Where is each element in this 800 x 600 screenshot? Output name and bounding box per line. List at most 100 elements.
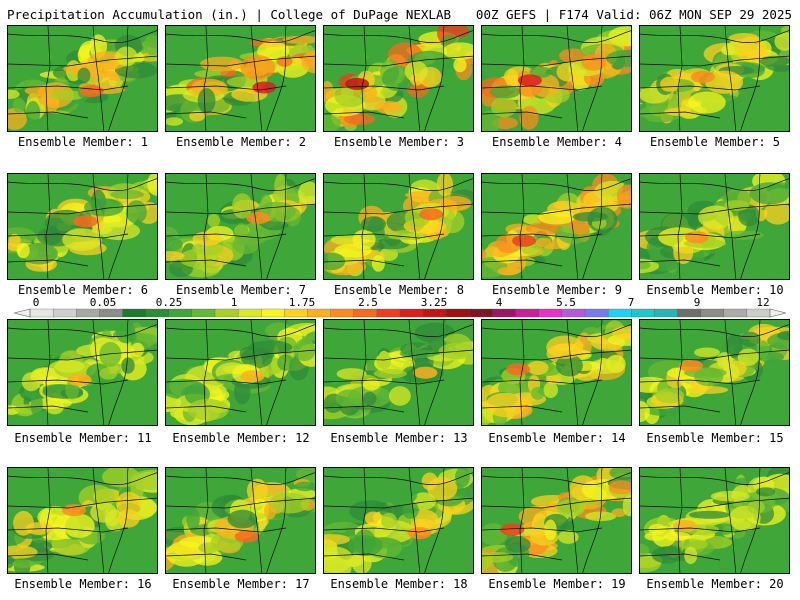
precip-blob [409,73,424,86]
precip-blob [324,114,341,131]
state-border [519,174,525,279]
precip-blob [747,500,765,514]
colorbar-segment [515,308,540,318]
precip-max-core [240,370,265,383]
precip-blob [485,392,526,418]
state-border [8,527,129,533]
precip-blob [558,530,579,544]
precip-max-core [413,366,438,379]
colorbar-tick-label: 3.25 [420,296,448,309]
state-border [640,259,721,267]
precip-blob [49,90,86,101]
precip-blob [546,335,584,359]
colorbar-segment [631,308,655,318]
state-border [166,497,315,509]
state-border [361,174,367,279]
state-border [266,26,287,131]
state-border [724,174,737,279]
state-border [324,85,445,91]
member-label: Ensemble Member: 20 [646,577,784,591]
member-label: Ensemble Member: 6 [17,283,149,297]
state-border [203,174,209,279]
precip-blob [12,97,26,113]
state-border [8,553,89,561]
precip-blob [334,85,367,108]
state-border [724,468,737,573]
precip-blob [232,234,259,255]
colorbar-segment [284,308,308,318]
state-border [408,320,421,425]
precip-blob [439,196,472,212]
member-label: Ensemble Member: 14 [488,431,626,445]
colorbar-segment [261,308,285,318]
state-border [582,26,603,131]
precip-blob [277,354,295,371]
precip-blob [8,233,21,248]
state-border [640,497,789,509]
precip-blob [490,85,521,99]
precip-blob [640,400,650,423]
state-border [203,468,209,573]
colorbar-segment [307,308,332,318]
precip-blob [527,360,549,375]
precip-blob [192,231,223,246]
precip-blob [555,354,583,377]
state-border [482,379,603,385]
state-border [92,468,105,573]
state-border [8,178,157,192]
precip-blob [90,502,117,523]
state-border [166,405,247,413]
colorbar-segment [492,308,517,318]
precip-blob [241,347,273,369]
precip-blob [166,235,183,253]
state-border [740,26,761,131]
precip-blob [537,210,576,225]
state-border [324,497,473,509]
member-panel [323,467,474,574]
colorbar-segment [353,308,378,318]
precip-blob [376,352,391,370]
state-border [324,379,445,385]
colorbar-segment [168,308,193,318]
precip-max-core [73,215,98,228]
precip-blob [640,260,651,270]
state-border [640,349,789,361]
precip-blob [389,386,411,406]
colorbar-segment [538,308,563,318]
precip-blob [655,388,685,404]
state-border [108,320,129,425]
member-panel [639,319,790,426]
state-border [324,203,473,215]
state-border [166,55,315,67]
precip-map [8,320,157,425]
precip-max-core [67,373,92,386]
state-border [408,468,421,573]
precip-blob [504,536,531,553]
precip-blob [616,184,631,209]
precip-blob [324,534,351,545]
precip-blob [38,96,60,106]
precip-blob [125,200,147,224]
state-border [640,203,789,215]
state-border [324,55,473,67]
state-border [361,320,367,425]
precip-max-core [517,74,542,87]
state-border [740,174,761,279]
state-border [424,174,445,279]
precip-map [640,468,789,573]
state-border [519,26,525,131]
state-border [8,259,89,267]
precip-blob [63,513,95,538]
precip-blob [640,543,650,557]
precip-blob [373,369,407,379]
precip-blob [453,57,467,73]
colorbar-segment [52,308,77,318]
state-border [677,26,683,131]
state-border [108,26,129,131]
member-panel [639,467,790,574]
precip-blob [585,511,617,522]
state-border [266,468,287,573]
precip-blob [12,559,35,568]
member-panel [165,467,316,574]
precip-max-core [684,231,709,244]
